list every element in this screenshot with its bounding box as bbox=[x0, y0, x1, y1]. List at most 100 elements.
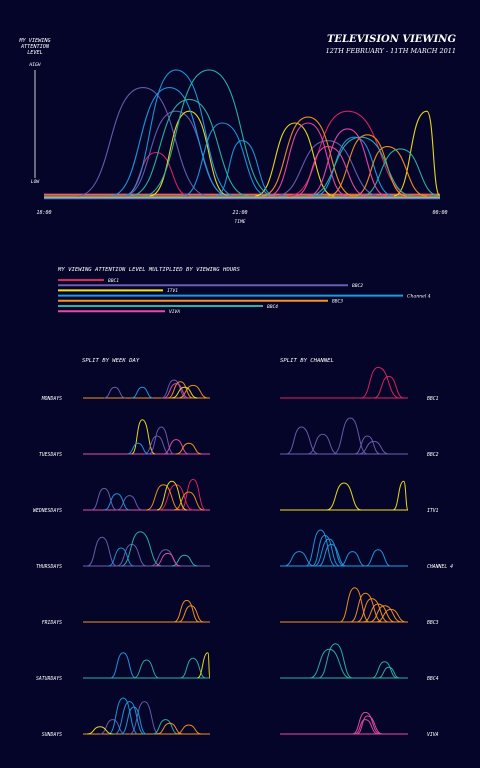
main-curve-channel-4-2 bbox=[182, 122, 269, 197]
curve-channel-4-0-4 bbox=[318, 543, 347, 567]
channel-rows-row-bbc1: BBC1 bbox=[280, 366, 439, 402]
main-curve-channel-4-1 bbox=[109, 87, 229, 197]
curve-sundays-0-0 bbox=[99, 719, 126, 735]
row-label-thursdays: THURSDAYS bbox=[36, 564, 62, 570]
curve-thursdays-1-1 bbox=[171, 554, 198, 567]
row-label-fridays: FRIDAYS bbox=[42, 620, 62, 626]
week-rows-row-tuesdays: TUESDAYS bbox=[39, 419, 210, 458]
curve-tuesdays-3-0 bbox=[176, 442, 202, 455]
curve-channel-4-0-6 bbox=[365, 549, 392, 567]
curve-channel-4-0-2 bbox=[311, 534, 340, 567]
curve-bbc3-0-3 bbox=[363, 603, 396, 623]
curve-saturdays-1-0 bbox=[133, 659, 160, 679]
main-chart-curves bbox=[44, 69, 441, 200]
x-tick-0000: 00:00 bbox=[432, 210, 447, 216]
row-label-bbc4: BBC4 bbox=[427, 676, 439, 682]
row-label-sundays: SUNDAYS bbox=[42, 732, 62, 738]
curve-thursdays-0-0 bbox=[87, 536, 118, 567]
curve-bbc1-0-0 bbox=[360, 366, 400, 399]
main-curve-itv1-2 bbox=[393, 110, 441, 197]
y-axis-title-line-3: LEVEL bbox=[27, 50, 43, 56]
curve-wednesdays-1-0 bbox=[104, 493, 130, 511]
curve-sundays-4-0 bbox=[87, 726, 113, 735]
bar-label-bbc3: BBC3 bbox=[332, 299, 343, 305]
curve-wednesdays-3-0 bbox=[146, 484, 181, 511]
week-rows-row-mondays: MONDAYS bbox=[41, 379, 210, 402]
row-label-saturdays: SATURDAYS bbox=[36, 676, 62, 682]
week-rows-row-saturdays: SATURDAYS bbox=[36, 652, 211, 682]
bar-label-bbc4: BBC4 bbox=[267, 304, 278, 310]
curve-wednesdays-0-1 bbox=[116, 495, 143, 511]
curve-viva-0-1 bbox=[356, 715, 383, 735]
curve-viva-0-2 bbox=[354, 719, 379, 735]
main-series-channel-4 bbox=[109, 69, 394, 197]
curve-viva-0-0 bbox=[352, 711, 381, 735]
channel-rows-row-bbc3: BBC3 bbox=[280, 587, 439, 626]
curve-wednesdays-2-1 bbox=[180, 478, 206, 511]
curve-mondays-4-0 bbox=[171, 386, 198, 399]
curve-channel-4-0-5 bbox=[339, 551, 366, 567]
curve-sundays-3-0 bbox=[157, 722, 183, 735]
curve-sundays-3-1 bbox=[176, 724, 202, 735]
x-tick-2100: 21:00 bbox=[232, 210, 247, 216]
main-curve-viva-1 bbox=[307, 128, 388, 197]
channel-panels: BBC1 BBC2 ITV1 CHANNEL 4 BBC3 BBC4 VIVA bbox=[280, 366, 453, 738]
main-curve-itv1-1 bbox=[255, 122, 335, 197]
curve-mondays-2-0 bbox=[167, 381, 194, 399]
curve-wednesdays-3-1 bbox=[173, 491, 204, 511]
bar-chart: BBC1 BBC2 ITV1 Channel 4 BBC3 BBC4 VIVA bbox=[58, 278, 431, 315]
main-curve-viva-2 bbox=[294, 146, 368, 197]
curve-channel-4-0-1 bbox=[305, 529, 336, 567]
row-label-itv1: ITV1 bbox=[427, 508, 439, 514]
channel-rows-row-itv1: ITV1 bbox=[280, 480, 439, 514]
main-series-viva bbox=[268, 122, 388, 197]
curve-itv1-0-0 bbox=[326, 482, 362, 511]
main-curve-bbc3-0 bbox=[261, 116, 355, 197]
channel-rows-row-channel-4: CHANNEL 4 bbox=[280, 529, 453, 570]
bar-label-itv1: ITV1 bbox=[167, 288, 178, 294]
main-series-itv1 bbox=[149, 110, 441, 197]
y-axis-title-line-1: MY VIEWING bbox=[18, 38, 50, 44]
curve-saturdays-0-0 bbox=[110, 652, 137, 679]
curve-bbc2-0-2 bbox=[333, 417, 368, 455]
curve-saturdays-1-1 bbox=[180, 657, 206, 679]
curve-bbc2-0-1 bbox=[307, 433, 338, 455]
curve-bbc3-0-1 bbox=[350, 592, 383, 623]
poster-title: TELEVISION VIEWING bbox=[327, 34, 456, 45]
curve-mondays-2-1 bbox=[178, 384, 208, 399]
curve-sundays-0-1 bbox=[129, 701, 160, 735]
curve-mondays-0-1 bbox=[161, 379, 187, 399]
y-axis-low-label: LOW bbox=[31, 179, 41, 185]
bar-label-bbc2: BBC2 bbox=[352, 283, 363, 289]
bar-label-bbc1: BBC1 bbox=[108, 278, 119, 284]
curve-sundays-1-1 bbox=[114, 701, 145, 735]
y-axis-high-label: HIGH bbox=[28, 62, 40, 68]
curve-mondays-3-0 bbox=[163, 383, 189, 399]
curve-bbc2-0-3 bbox=[354, 435, 381, 455]
curve-tuesdays-4-0 bbox=[127, 442, 149, 455]
week-rows-row-thursdays: THURSDAYS bbox=[36, 531, 210, 570]
curve-bbc3-0-0 bbox=[339, 587, 370, 623]
curve-wednesdays-4-0 bbox=[156, 480, 187, 511]
main-curve-channel-4-0 bbox=[123, 69, 236, 197]
curve-bbc1-0-1 bbox=[373, 375, 404, 399]
main-series-bbc3 bbox=[261, 116, 427, 197]
curve-bbc3-0-5 bbox=[375, 608, 406, 623]
week-rows-row-fridays: FRIDAYS bbox=[42, 599, 210, 626]
main-curve-bbc4-1 bbox=[129, 98, 249, 197]
row-label-wednesdays: WEDNESDAYS bbox=[33, 508, 62, 514]
row-label-mondays: MONDAYS bbox=[41, 396, 62, 402]
curve-thursdays-2-0 bbox=[108, 547, 134, 567]
x-tick-1800: 18:00 bbox=[36, 210, 51, 216]
bar-label-channel-4: Channel 4 bbox=[407, 293, 431, 299]
x-axis-title: TIME bbox=[234, 219, 245, 225]
curve-channel-4-0-0 bbox=[284, 551, 315, 567]
curve-sundays-1-2 bbox=[120, 706, 147, 735]
main-curve-bbc2-0 bbox=[76, 87, 210, 197]
main-curve-bbc2-2 bbox=[274, 140, 381, 197]
main-curve-channel-4-3 bbox=[215, 140, 276, 197]
curve-thursdays-3-0 bbox=[154, 552, 181, 567]
main-series-bbc4 bbox=[129, 69, 441, 197]
channel-rows-row-bbc4: BBC4 bbox=[280, 643, 439, 682]
